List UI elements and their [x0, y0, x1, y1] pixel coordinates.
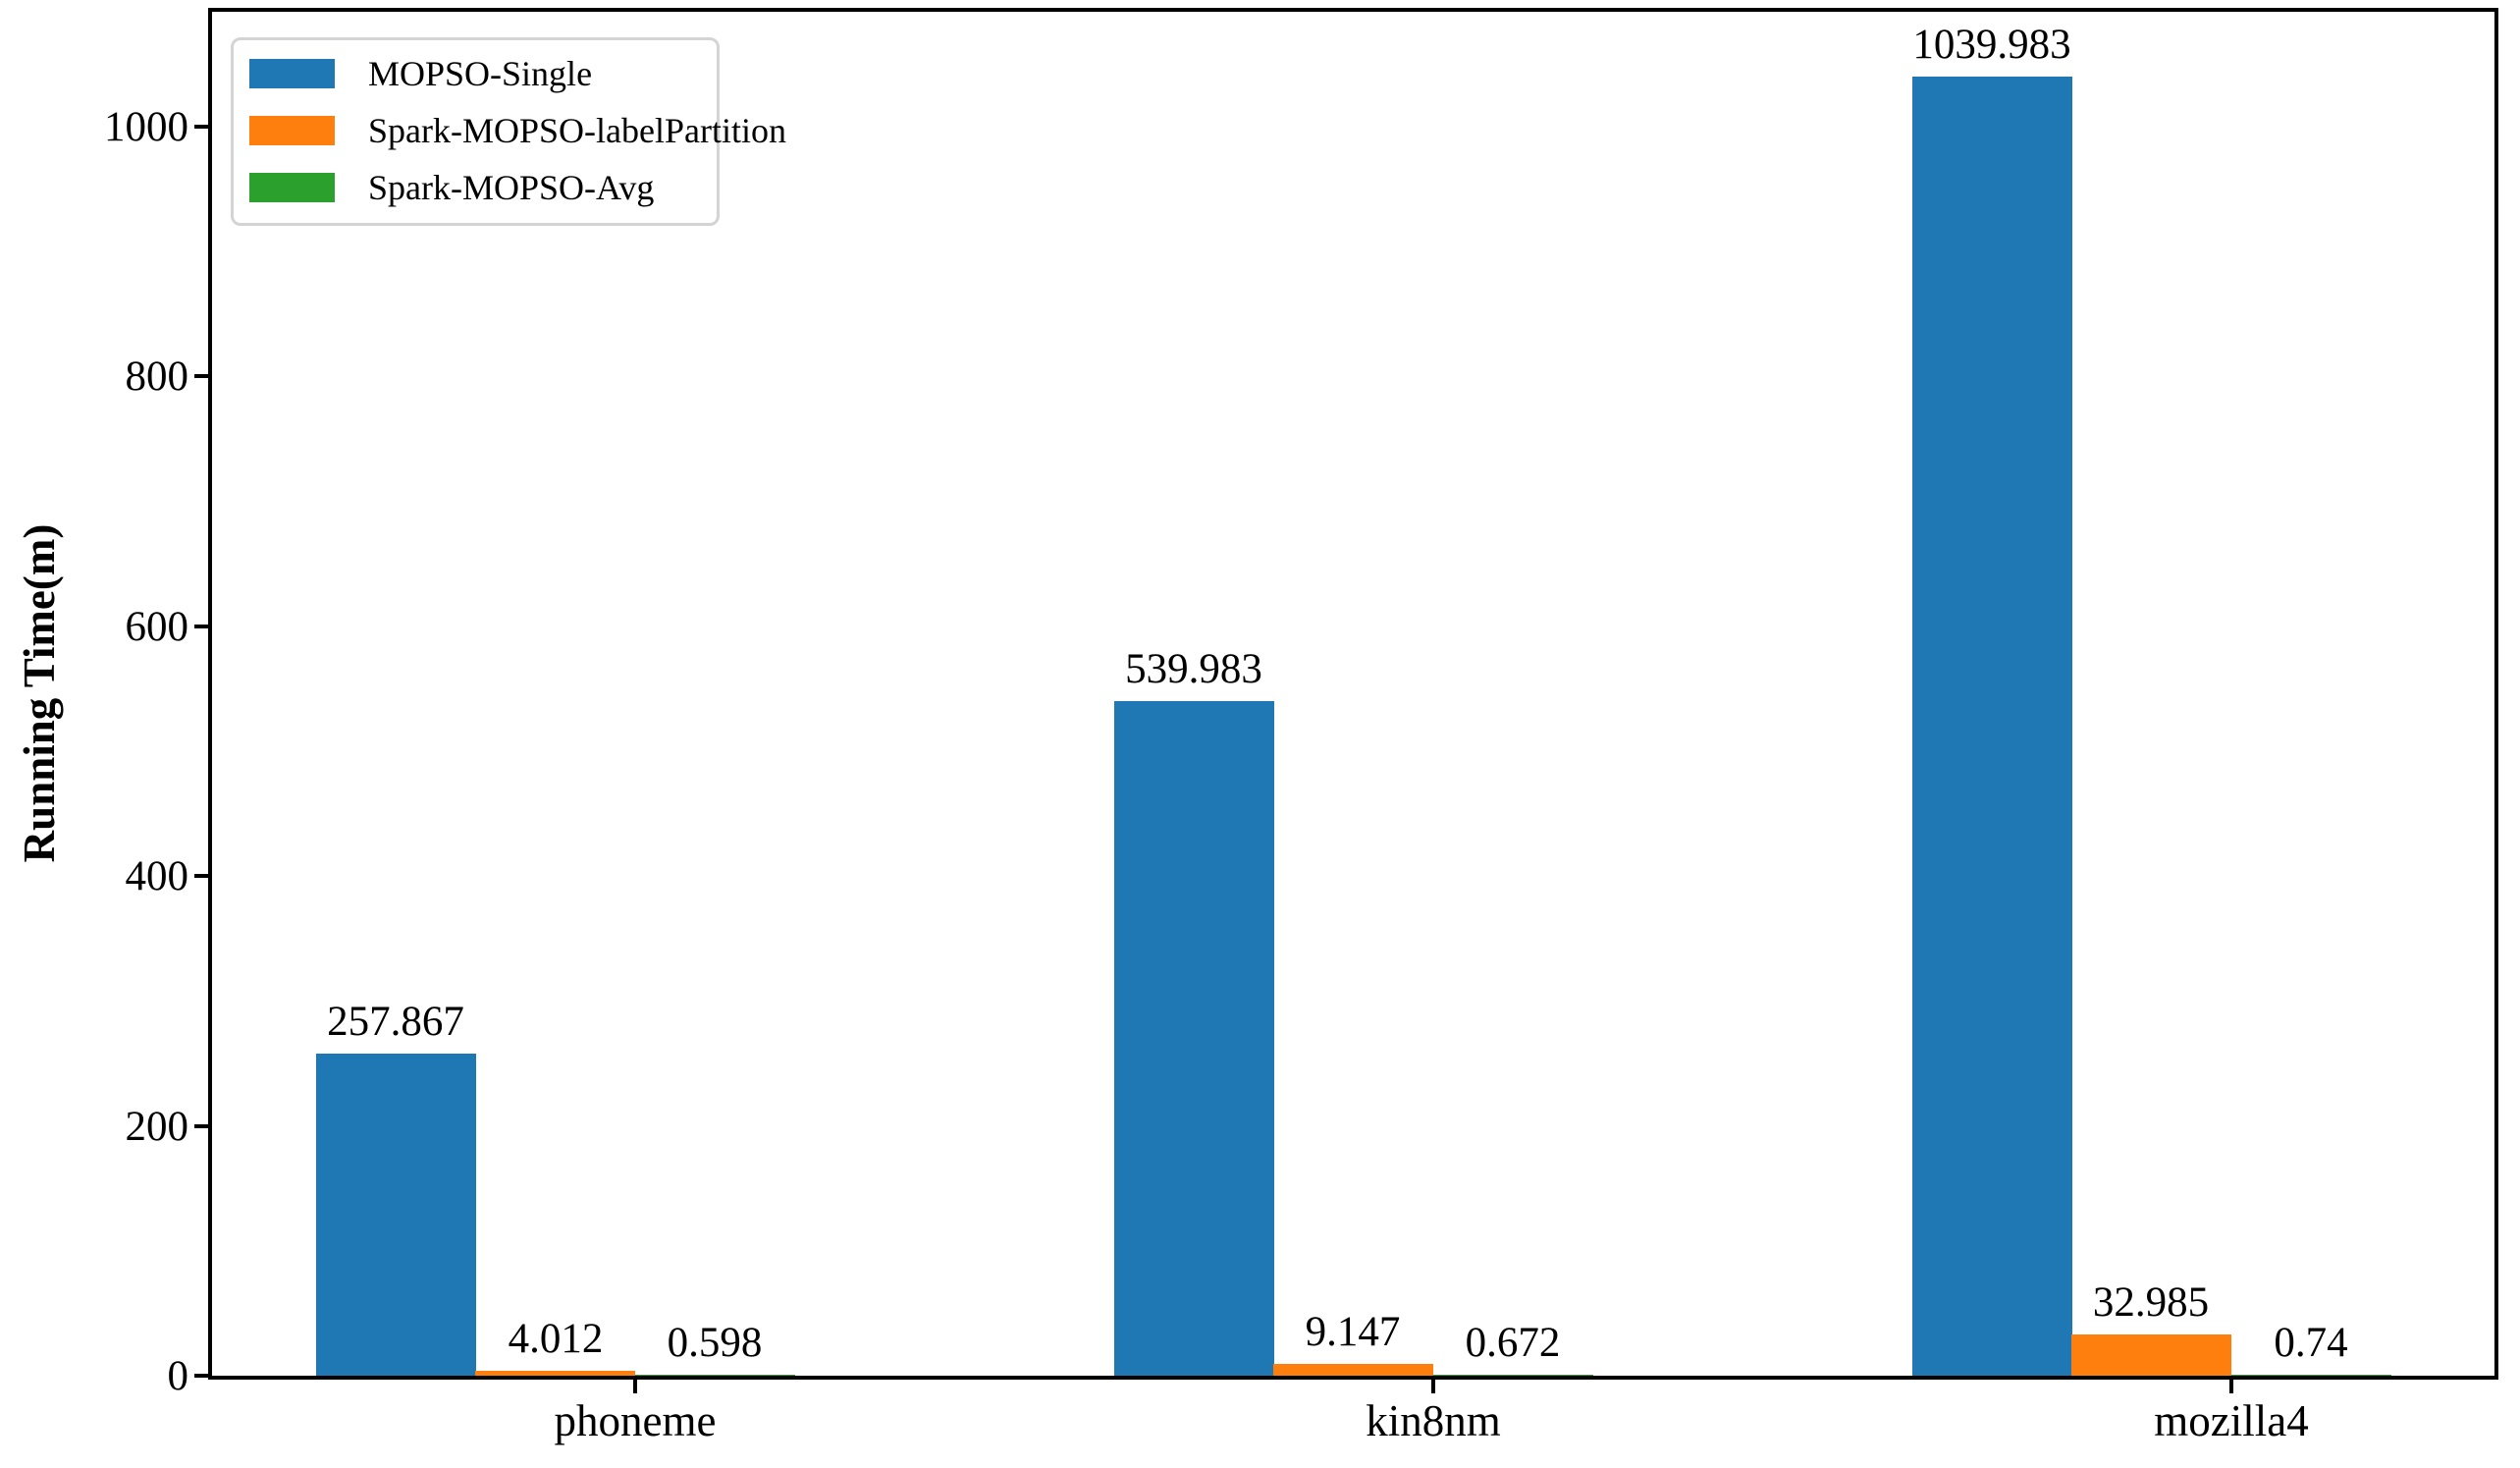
- y-axis-tick: [194, 1374, 208, 1378]
- y-axis-tick-label: 1000: [104, 104, 188, 150]
- legend-label: Spark-MOPSO-Avg: [368, 168, 655, 207]
- plot-area: [208, 8, 2498, 1380]
- bar-Spark-MOPSO-Avg-kin8nm: [1433, 1375, 1593, 1376]
- bar-Spark-MOPSO-labelPartition-mozilla4: [2071, 1334, 2231, 1376]
- bar-value-label: 539.983: [1125, 646, 1262, 692]
- bar-value-label: 0.598: [667, 1320, 763, 1366]
- bar-value-label: 257.867: [327, 999, 464, 1045]
- bar-Spark-MOPSO-Avg-mozilla4: [2231, 1375, 2391, 1376]
- y-axis-tick: [194, 125, 208, 129]
- y-axis-tick: [194, 625, 208, 628]
- legend-label: MOPSO-Single: [368, 54, 593, 93]
- y-axis-label: Running Time(m): [15, 523, 64, 863]
- x-axis-tick: [1431, 1380, 1435, 1393]
- y-axis-tick: [194, 874, 208, 878]
- bar-MOPSO-Single-mozilla4: [1912, 77, 2072, 1376]
- legend-item: Spark-MOPSO-labelPartition: [249, 111, 786, 150]
- bar-Spark-MOPSO-labelPartition-phoneme: [475, 1371, 635, 1376]
- bar-value-label: 0.672: [1465, 1320, 1561, 1366]
- bar-value-label: 1039.983: [1912, 22, 2071, 68]
- legend-label: Spark-MOPSO-labelPartition: [368, 111, 786, 150]
- y-axis-tick-label: 200: [125, 1104, 189, 1150]
- bar-value-label: 32.985: [2092, 1279, 2210, 1326]
- legend-item: Spark-MOPSO-Avg: [249, 168, 701, 207]
- legend-swatch-icon: [249, 59, 335, 88]
- y-axis-tick-label: 600: [125, 604, 189, 650]
- bar-MOPSO-Single-phoneme: [316, 1054, 476, 1376]
- bar-value-label: 0.74: [2274, 1320, 2348, 1366]
- legend-swatch-icon: [249, 173, 335, 202]
- bar-Spark-MOPSO-labelPartition-kin8nm: [1273, 1364, 1433, 1376]
- bar-Spark-MOPSO-Avg-phoneme: [635, 1375, 795, 1376]
- y-axis-tick-label: 800: [125, 353, 189, 400]
- x-axis-tick: [2229, 1380, 2233, 1393]
- legend-swatch-icon: [249, 116, 335, 145]
- bar-value-label: 4.012: [508, 1316, 604, 1362]
- y-axis-tick: [194, 374, 208, 378]
- y-axis-tick-label: 400: [125, 853, 189, 899]
- legend-item: MOPSO-Single: [249, 54, 701, 93]
- y-axis-tick-label: 0: [167, 1353, 189, 1399]
- x-axis-tick-label: kin8nm: [1366, 1396, 1501, 1445]
- x-axis-tick-label: mozilla4: [2154, 1396, 2309, 1445]
- y-axis-tick: [194, 1124, 208, 1128]
- x-axis-tick: [633, 1380, 637, 1393]
- legend: MOPSO-Single Spark-MOPSO-labelPartition Sp…: [231, 37, 786, 226]
- bar-MOPSO-Single-kin8nm: [1114, 701, 1274, 1376]
- bar-value-label: 9.147: [1305, 1309, 1401, 1355]
- x-axis-tick-label: phoneme: [554, 1396, 717, 1445]
